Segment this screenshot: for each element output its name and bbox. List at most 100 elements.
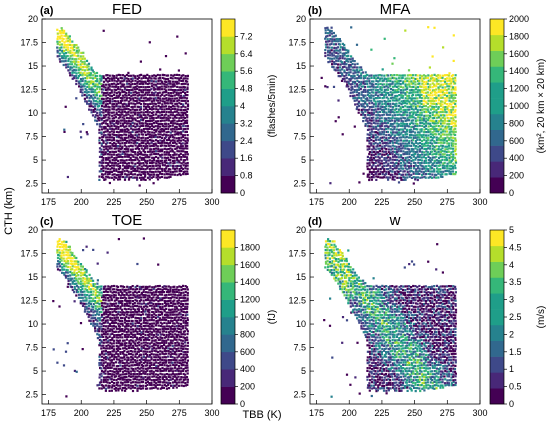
heatmap-cell	[129, 97, 132, 100]
heatmap-cell	[136, 362, 139, 365]
heatmap-cell	[90, 66, 93, 69]
heatmap-cell	[184, 102, 187, 105]
heatmap-cell	[439, 96, 442, 99]
heatmap-cell	[121, 89, 124, 92]
heatmap-cell	[138, 184, 141, 187]
heatmap-cell	[115, 372, 118, 375]
heatmap-cell	[102, 386, 106, 389]
heatmap-cell	[407, 167, 411, 170]
heatmap-cell	[424, 88, 427, 91]
heatmap-cell	[437, 90, 440, 94]
heatmap-cell	[73, 265, 76, 268]
heatmap-cell	[77, 296, 81, 299]
heatmap-cell	[164, 55, 168, 58]
heatmap-cell	[142, 141, 145, 145]
heatmap-cell	[414, 162, 417, 165]
heatmap-cell	[446, 77, 449, 80]
heatmap-cell	[171, 165, 174, 168]
heatmap-cell	[111, 100, 114, 103]
heatmap-cell	[171, 77, 174, 80]
heatmap-cell	[113, 178, 116, 181]
heatmap-cell	[129, 335, 133, 338]
heatmap-cell	[136, 131, 139, 134]
heatmap-cell	[177, 89, 180, 92]
heatmap-cell	[64, 350, 68, 353]
heatmap-cell	[56, 245, 59, 248]
heatmap-cell	[171, 148, 174, 151]
heatmap-cell	[136, 325, 139, 328]
heatmap-cell	[433, 128, 436, 131]
heatmap-cell	[114, 294, 117, 297]
heatmap-cell	[115, 350, 118, 353]
heatmap-cell	[351, 91, 354, 94]
heatmap-cell	[381, 167, 384, 170]
heatmap-cell	[435, 113, 438, 116]
heatmap-cell	[96, 111, 99, 114]
heatmap-cell	[102, 116, 105, 120]
heatmap-cell	[408, 155, 411, 159]
heatmap-cell	[406, 150, 409, 153]
heatmap-cell	[406, 173, 409, 176]
heatmap-cell	[441, 153, 444, 156]
y-tick-label: 2.5	[293, 179, 306, 189]
heatmap-cell	[433, 140, 436, 143]
heatmap-cell	[140, 122, 143, 125]
heatmap-cell	[131, 389, 135, 393]
heatmap-cell	[384, 108, 387, 111]
heatmap-cell	[138, 94, 141, 97]
heatmap-cell	[413, 111, 416, 114]
heatmap-cell	[425, 80, 428, 83]
heatmap-cell	[368, 142, 371, 145]
heatmap-cell	[159, 142, 162, 145]
heatmap-cell	[383, 74, 386, 77]
heatmap-cell	[157, 156, 160, 159]
heatmap-cell	[126, 359, 129, 362]
heatmap-cell	[125, 165, 128, 168]
heatmap-cell	[186, 116, 189, 119]
heatmap-cell	[177, 82, 180, 85]
heatmap-cell	[324, 37, 327, 40]
heatmap-cell	[353, 63, 357, 66]
heatmap-cell	[328, 43, 331, 46]
heatmap-cell	[63, 128, 66, 131]
heatmap-cell	[80, 285, 83, 288]
heatmap-cell	[109, 127, 112, 130]
heatmap-cell	[69, 68, 72, 71]
heatmap-cell	[431, 119, 434, 123]
heatmap-cell	[181, 134, 185, 137]
heatmap-cell	[81, 68, 84, 72]
heatmap-cell	[408, 128, 411, 131]
heatmap-cell	[406, 77, 409, 80]
heatmap-cell	[178, 164, 181, 167]
heatmap-cell	[433, 91, 436, 94]
colorbar-tick-label: 4	[240, 101, 245, 111]
heatmap-cell	[100, 117, 103, 120]
heatmap-cell	[452, 106, 455, 109]
heatmap-cell	[414, 170, 418, 173]
heatmap-cell	[128, 352, 131, 356]
heatmap-cell	[155, 94, 158, 97]
heatmap-cell	[148, 82, 151, 85]
heatmap-cell	[368, 77, 371, 80]
heatmap-cell	[173, 144, 176, 148]
heatmap-cell	[100, 310, 103, 313]
heatmap-cell	[165, 105, 168, 108]
heatmap-cell	[100, 111, 103, 114]
heatmap-cell	[84, 80, 87, 83]
heatmap-cell	[107, 285, 110, 288]
heatmap-cell	[431, 107, 434, 110]
heatmap-cell	[445, 74, 448, 77]
heatmap-cell	[414, 117, 417, 120]
heatmap-cell	[366, 162, 369, 165]
heatmap-cell	[412, 100, 415, 103]
heatmap-cell	[152, 139, 155, 142]
heatmap-cell	[429, 91, 432, 94]
heatmap-cell	[441, 110, 444, 113]
heatmap-cell	[100, 363, 103, 366]
heatmap-cell	[173, 136, 176, 139]
colorbar-tick-label: 600	[509, 136, 524, 146]
heatmap-cell	[431, 158, 434, 161]
heatmap-cell	[421, 145, 424, 148]
heatmap-cell	[111, 159, 114, 162]
heatmap-cell	[378, 147, 381, 150]
